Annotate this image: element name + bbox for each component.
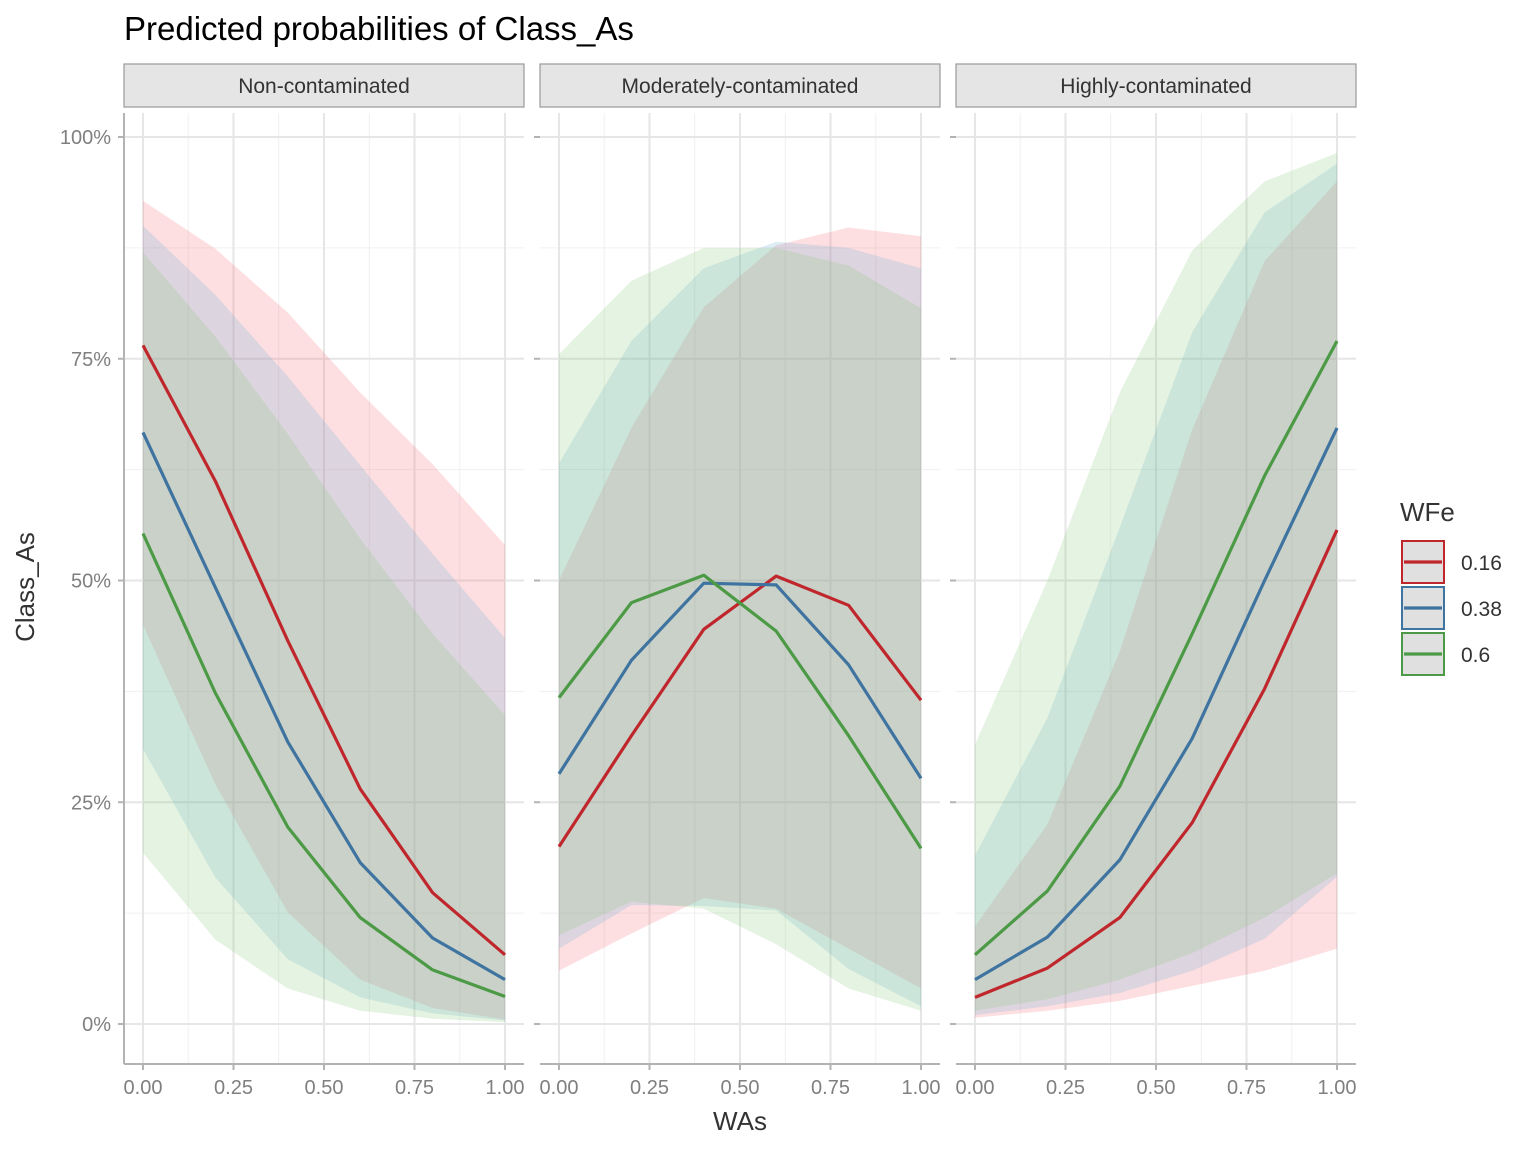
series-line-0.6 [557, 573, 923, 850]
x-tick-label: 0.25 [214, 1077, 253, 1099]
ci-ribbon-0.38 [975, 163, 1337, 1016]
ci-ribbon-0.16 [143, 200, 505, 1020]
chart-title: Predicted probabilities of Class_As [124, 10, 634, 47]
x-tick-label: 1.00 [1318, 1077, 1357, 1099]
y-tick-label: 100% [60, 127, 111, 149]
ci-ribbon-0.6 [975, 153, 1337, 1011]
legend-key-0.6: 0.6 [1401, 632, 1490, 676]
panel-0: Non-contaminated 0.00 0.25 0.50 0.75 1.00 0% 25… [60, 63, 525, 1099]
x-tick-label: 0.50 [721, 1077, 760, 1099]
facet-strip-label: Moderately-contaminated [622, 75, 859, 98]
ci-ribbon-0.6 [559, 247, 921, 1011]
ci-ribbon-0.16 [975, 181, 1337, 1018]
ci-ribbon-0.38 [143, 225, 505, 1021]
y-axis-title: Class_As [10, 532, 40, 642]
facet-strip-label: Highly-contaminated [1060, 75, 1251, 98]
y-tick-label: 25% [71, 792, 111, 814]
legend-label: 0.16 [1461, 552, 1502, 575]
series-line-0.6 [141, 532, 506, 999]
x-tick-label: 0.50 [305, 1077, 344, 1099]
facet-strip [955, 63, 1357, 108]
x-tick-label: 0.00 [540, 1077, 579, 1099]
ci-ribbon-0.38 [559, 241, 921, 1007]
facet-panels: Non-contaminated 0.00 0.25 0.50 0.75 1.00 0% 25… [60, 63, 1357, 1099]
ci-ribbon-0.6 [143, 252, 505, 1023]
legend: WFe 0.16 0.38 0.6 [1400, 497, 1502, 676]
y-tick-label: 75% [71, 349, 111, 371]
series-line-0.38 [974, 427, 1339, 981]
x-tick-label: 0.00 [956, 1077, 995, 1099]
gridlines [956, 113, 1356, 1064]
panel-1: Moderately-contaminated 0.00 0.25 0.50 0.75 1… [534, 63, 941, 1099]
x-tick-label: 0.00 [124, 1077, 163, 1099]
legend-key-0.38: 0.38 [1401, 586, 1502, 630]
series-line-0.6 [973, 340, 1339, 957]
x-tick-label: 0.50 [1137, 1077, 1176, 1099]
x-tick-label: 0.75 [1227, 1077, 1266, 1099]
legend-label: 0.6 [1461, 644, 1490, 667]
x-tick-label: 1.00 [902, 1077, 941, 1099]
y-tick-label: 50% [71, 571, 111, 593]
legend-title: WFe [1400, 497, 1455, 527]
x-tick-label: 0.25 [1046, 1077, 1085, 1099]
x-tick-label: 0.75 [811, 1077, 850, 1099]
ci-ribbon-0.16 [559, 227, 921, 989]
facet-strip-label: Non-contaminated [238, 75, 410, 98]
x-tick-label: 0.75 [395, 1077, 434, 1099]
series-line-0.16 [141, 344, 507, 957]
y-tick-label: 0% [82, 1014, 111, 1036]
x-tick-label: 0.25 [630, 1077, 669, 1099]
x-tick-label: 1.00 [486, 1077, 525, 1099]
gridlines [540, 113, 940, 1064]
legend-key-0.16: 0.16 [1401, 540, 1502, 584]
series-line-0.16 [974, 529, 1339, 999]
series-line-0.38 [141, 431, 506, 981]
facet-strip [539, 63, 941, 108]
series-line-0.38 [557, 581, 923, 780]
x-axis-title: WAs [713, 1106, 767, 1136]
legend-label: 0.38 [1461, 598, 1502, 621]
panel-2: Highly-contaminated 0.00 0.25 0.50 0.75 1.00 [950, 63, 1357, 1099]
facet-strip [123, 63, 525, 108]
